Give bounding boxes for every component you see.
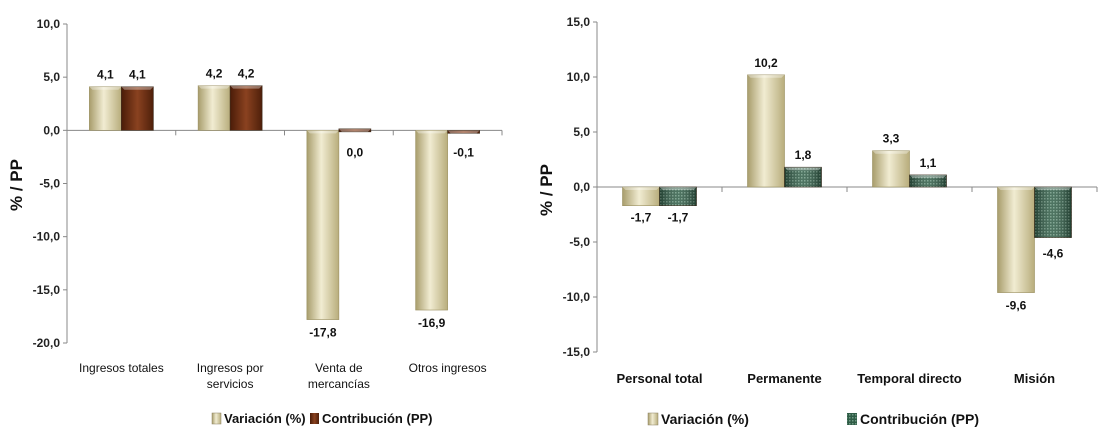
- bar-shade: [1034, 187, 1072, 238]
- bar-bevel: [1034, 187, 1072, 190]
- y-tick-label: 0,0: [573, 180, 590, 194]
- data-label: -1,7: [668, 211, 689, 225]
- bar-variacion: [872, 150, 910, 188]
- category-label: Ingresos totales: [79, 361, 164, 375]
- data-label: -9,6: [1006, 299, 1027, 313]
- bar-variacion: [997, 186, 1035, 293]
- bar-variacion: [415, 130, 448, 311]
- bar-bevel: [909, 174, 947, 178]
- bar-bevel: [997, 187, 1035, 190]
- bar-variacion: [197, 85, 231, 131]
- bar-bevel: [447, 130, 480, 134]
- y-axis-label-left: % / PP: [7, 159, 26, 211]
- y-tick-label: -5,0: [39, 177, 60, 191]
- bar-shade: [909, 174, 947, 187]
- bar-bevel: [198, 85, 231, 89]
- category-label: Venta de: [315, 361, 363, 375]
- bar-bevel: [121, 86, 154, 90]
- bar-contribucion: [121, 86, 154, 131]
- legend-label-variacion-right: Variación (%): [661, 411, 749, 427]
- bar-variacion: [306, 130, 340, 320]
- y-tick-label: 5,0: [573, 125, 590, 139]
- y-tick-label: -10,0: [563, 290, 591, 304]
- chart-personal: 15,0 10,0 5,0 0,0 -5,0 -10,0 -15,0 Personal tot…: [563, 15, 1098, 386]
- legend-label-contribucion-left: Contribución (PP): [322, 411, 433, 426]
- bar-shade: [659, 187, 697, 206]
- bar-bevel: [784, 167, 822, 171]
- bar-bevel: [659, 187, 697, 190]
- y-tick-label: -15,0: [563, 345, 591, 359]
- data-label: -17,8: [309, 326, 337, 340]
- bar-contribucion: [338, 128, 372, 133]
- y-axis-label-right: % / PP: [537, 164, 556, 216]
- data-label: 1,1: [920, 156, 937, 170]
- y-tick-label: 10,0: [567, 70, 591, 84]
- category-label: Temporal directo: [857, 371, 962, 386]
- category-label: Misión: [1014, 371, 1055, 386]
- bar-bevel: [89, 86, 122, 90]
- y-tick-label: 15,0: [567, 15, 591, 29]
- bar-bevel: [415, 130, 448, 134]
- data-label: 10,2: [754, 56, 778, 70]
- legend-swatch-contribucion-right: [847, 413, 857, 425]
- y-tick-label: 5,0: [43, 70, 60, 84]
- data-label: -1,7: [631, 211, 652, 225]
- legend-swatch-contribucion-left: [310, 413, 319, 424]
- legend-left: Variación (%) Contribución (PP): [211, 411, 433, 426]
- data-label: 4,1: [97, 68, 114, 82]
- bar-contribucion: [229, 85, 263, 131]
- data-label: 4,2: [238, 67, 255, 81]
- bar-shade: [784, 167, 822, 187]
- y-tick-label: 10,0: [37, 17, 61, 31]
- data-label: -4,6: [1043, 247, 1064, 261]
- bar-variacion: [89, 86, 122, 131]
- bar-bevel: [872, 150, 910, 154]
- data-label: 3,3: [883, 132, 900, 146]
- y-tick-label: -10,0: [33, 230, 61, 244]
- category-label: Permanente: [747, 371, 821, 386]
- y-tick-label: -15,0: [33, 283, 61, 297]
- legend-label-variacion-left: Variación (%): [224, 411, 306, 426]
- y-tick-label: -20,0: [33, 336, 61, 350]
- category-label: servicios: [207, 377, 254, 391]
- category-label: Otros ingresos: [409, 361, 487, 375]
- data-label: -16,9: [418, 316, 446, 330]
- bar-bevel: [622, 187, 660, 190]
- data-label: 4,1: [129, 68, 146, 82]
- legend-swatch-variacion-right: [647, 412, 659, 426]
- bar-bevel: [306, 130, 339, 134]
- data-label: 0,0: [347, 145, 364, 159]
- category-label: Personal total: [617, 371, 703, 386]
- y-tick-label: -5,0: [569, 235, 590, 249]
- chart-ingresos: 10,0 5,0 0,0 -5,0 -10,0 -15,0 -20,0 Ingresos to…: [33, 17, 503, 391]
- bar-bevel: [338, 128, 371, 132]
- legend-right: Variación (%) Contribución (PP): [647, 411, 979, 427]
- category-label: Ingresos por: [197, 361, 264, 375]
- legend-label-contribucion-right: Contribución (PP): [860, 411, 979, 427]
- data-label: 4,2: [206, 67, 223, 81]
- bar-bevel: [230, 85, 263, 89]
- bar-contribucion: [447, 130, 480, 134]
- data-label: 1,8: [795, 148, 812, 162]
- legend-swatch-variacion-left: [211, 412, 222, 425]
- y-tick-label: 0,0: [43, 123, 60, 137]
- bar-bevel: [747, 74, 785, 78]
- bar-variacion: [747, 74, 785, 188]
- category-label: mercancías: [308, 377, 370, 391]
- data-label: -0,1: [453, 145, 474, 159]
